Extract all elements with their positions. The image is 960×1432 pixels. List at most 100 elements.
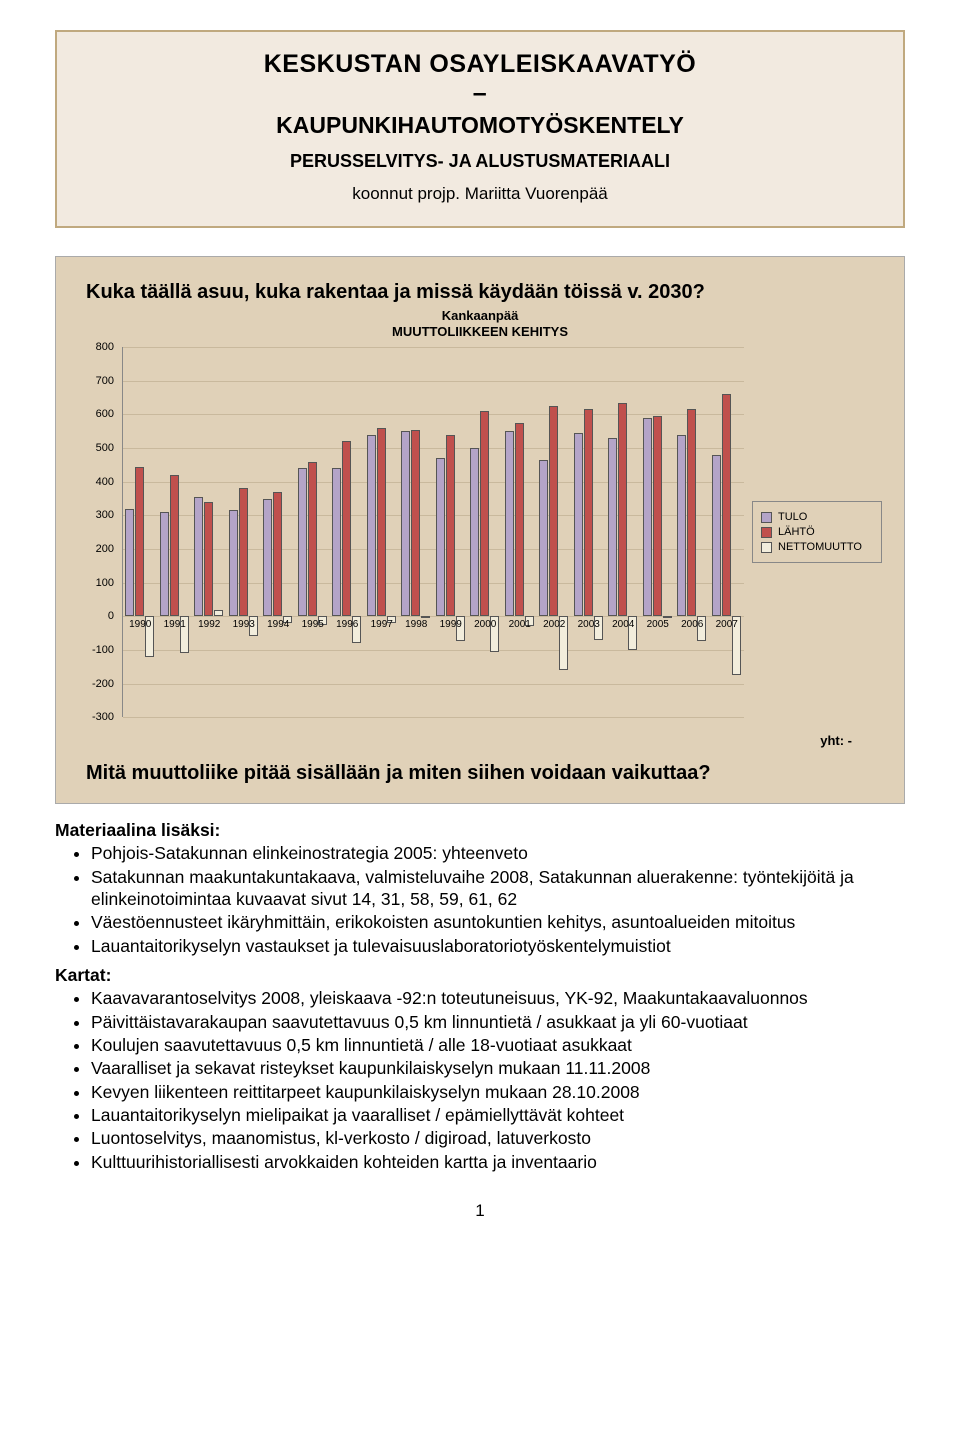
bar-group [537,347,572,717]
list-item: Lauantaitorikyselyn mielipaikat ja vaara… [91,1104,905,1126]
list-item: Vaaralliset ja sekavat risteykset kaupun… [91,1057,905,1079]
bar-tulo [677,435,686,617]
x-tick-label: 2005 [641,616,676,630]
bar-group [365,347,400,717]
bar-lahto [687,409,696,616]
x-tick-label: 1990 [123,616,158,630]
bar-group [330,347,365,717]
y-tick-label: 400 [78,476,114,488]
chart-wrap: -300-200-1000100200300400500600700800199… [78,347,882,717]
section1-list: Pohjois-Satakunnan elinkeinostrategia 20… [55,842,905,957]
x-tick-label: 1992 [192,616,227,630]
bar-group [434,347,469,717]
list-item: Luontoselvitys, maanomistus, kl-verkosto… [91,1127,905,1149]
section1-label: Materiaalina lisäksi: [55,820,905,841]
bar-group [399,347,434,717]
title-dash: – [77,79,883,108]
bar-lahto [653,416,662,616]
bar-group [675,347,710,717]
bar-group [158,347,193,717]
title-line1: KESKUSTAN OSAYLEISKAAVATYÖ [77,50,883,79]
list-item: Päivittäistavarakaupan saavutettavuus 0,… [91,1011,905,1033]
yht-line: yht: - [78,733,852,748]
legend-label: LÄHTÖ [778,526,815,538]
y-tick-label: 700 [78,375,114,387]
list-item: Pohjois-Satakunnan elinkeinostrategia 20… [91,842,905,864]
bar-group [606,347,641,717]
bar-tulo [470,448,479,616]
bar-lahto [722,394,731,616]
bar-tulo [367,435,376,617]
bar-tulo [505,431,514,616]
x-tick-label: 1993 [227,616,262,630]
bar-lahto [273,492,282,616]
bar-tulo [125,509,134,617]
legend-swatch [761,512,772,523]
top-question: Kuka täällä asuu, kuka rakentaa ja missä… [86,281,882,304]
bar-lahto [239,488,248,616]
x-tick-label: 1996 [330,616,365,630]
list-item: Kevyen liikenteen reittitarpeet kaupunki… [91,1081,905,1103]
bar-tulo [263,499,272,617]
y-tick-label: -200 [78,678,114,690]
bar-lahto [549,406,558,616]
chart-title-line2: MUUTTOLIIKKEEN KEHITYS [392,324,568,339]
bar-group [468,347,503,717]
x-tick-label: 2001 [503,616,538,630]
bottom-question: Mitä muuttoliike pitää sisällään ja mite… [86,762,882,785]
x-axis-labels: 1990199119921993199419951996199719981999… [123,616,744,630]
bar-lahto [515,423,524,616]
bar-lahto [584,409,593,616]
y-tick-label: 0 [78,610,114,622]
bar-tulo [298,468,307,616]
x-tick-label: 2000 [468,616,503,630]
subtitle: PERUSSELVITYS- JA ALUSTUSMATERIAALI [77,151,883,172]
x-tick-label: 2004 [606,616,641,630]
bar-group [641,347,676,717]
bar-tulo [712,455,721,616]
legend-label: NETTOMUUTTO [778,541,862,553]
bar-lahto [170,475,179,616]
y-tick-label: 600 [78,408,114,420]
x-tick-label: 2006 [675,616,710,630]
bar-lahto [480,411,489,616]
legend-row: TULO [761,511,873,523]
chart-panel: Kuka täällä asuu, kuka rakentaa ja missä… [55,256,905,804]
bar-lahto [377,428,386,616]
title-box: KESKUSTAN OSAYLEISKAAVATYÖ – KAUPUNKIHAU… [55,30,905,228]
page-number: 1 [55,1201,905,1221]
page: KESKUSTAN OSAYLEISKAAVATYÖ – KAUPUNKIHAU… [0,0,960,1251]
author: koonnut projp. Mariitta Vuorenpää [77,184,883,204]
bar-tulo [436,458,445,616]
section2-list: Kaavavarantoselvitys 2008, yleiskaava -9… [55,987,905,1173]
legend: TULO LÄHTÖ NETTOMUUTTO [752,501,882,563]
bar-tulo [539,460,548,616]
bar-lahto [204,502,213,616]
bar-tulo [401,431,410,616]
bar-tulo [643,418,652,616]
x-tick-label: 1995 [296,616,331,630]
bar-group [572,347,607,717]
list-item: Väestöennusteet ikäryhmittäin, erikokois… [91,911,905,933]
chart-title: Kankaanpää MUUTTOLIIKKEEN KEHITYS [78,308,882,339]
list-item: Satakunnan maakuntakuntakaava, valmistel… [91,866,905,911]
y-tick-label: 800 [78,341,114,353]
list-item: Kaavavarantoselvitys 2008, yleiskaava -9… [91,987,905,1009]
bar-lahto [446,435,455,617]
bar-tulo [608,438,617,616]
y-tick-label: 500 [78,442,114,454]
x-tick-label: 1998 [399,616,434,630]
y-tick-label: -300 [78,711,114,723]
bar-group [227,347,262,717]
x-tick-label: 2003 [572,616,607,630]
gridline [123,717,744,718]
legend-label: TULO [778,511,807,523]
list-item: Kulttuurihistoriallisesti arvokkaiden ko… [91,1151,905,1173]
list-item: Koulujen saavutettavuus 0,5 km linnuntie… [91,1034,905,1056]
legend-swatch [761,527,772,538]
bar-lahto [618,403,627,617]
bar-group [296,347,331,717]
y-tick-label: 100 [78,577,114,589]
list-item: Lauantaitorikyselyn vastaukset ja tuleva… [91,935,905,957]
x-tick-label: 1997 [365,616,400,630]
